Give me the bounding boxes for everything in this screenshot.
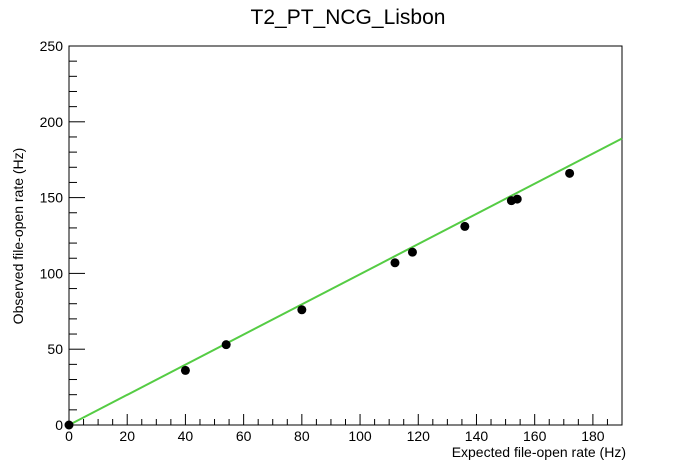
x-tick-label: 40 <box>178 428 194 444</box>
x-tick-label: 120 <box>407 428 431 444</box>
fit-line <box>68 137 623 426</box>
y-tick-label: 200 <box>40 114 64 130</box>
y-tick-label: 0 <box>55 417 63 433</box>
plot-frame <box>68 45 623 426</box>
x-tick-label: 80 <box>294 428 310 444</box>
x-tick-label: 20 <box>119 428 135 444</box>
data-point <box>297 305 307 315</box>
data-point <box>180 365 190 375</box>
data-point <box>64 420 74 430</box>
axis-ticks: 0 20 40 60 80 100 120 140 160 180 0 50 100 150 200 250 <box>40 38 623 444</box>
data-point <box>407 247 417 257</box>
data-point <box>390 258 400 268</box>
x-tick-label: 100 <box>348 428 372 444</box>
data-point <box>565 168 575 178</box>
x-axis-label: Expected file-open rate (Hz) <box>452 444 626 460</box>
data-points-layer <box>64 168 575 430</box>
x-tick-label: 140 <box>465 428 489 444</box>
y-tick-label: 100 <box>40 265 64 281</box>
chart-title: T2_PT_NCG_Lisbon <box>251 6 446 29</box>
data-point <box>460 221 470 231</box>
x-tick-label: 60 <box>236 428 252 444</box>
x-tick-label: 180 <box>581 428 605 444</box>
x-tick-label: 0 <box>65 428 73 444</box>
x-tick-label: 160 <box>523 428 547 444</box>
y-axis-label: Observed file-open rate (Hz) <box>10 148 26 325</box>
y-tick-label: 250 <box>40 38 64 54</box>
data-point <box>221 340 231 350</box>
y-tick-label: 50 <box>47 341 63 357</box>
data-point <box>512 194 522 204</box>
fit-line-layer <box>68 137 623 426</box>
y-tick-label: 150 <box>40 190 64 206</box>
